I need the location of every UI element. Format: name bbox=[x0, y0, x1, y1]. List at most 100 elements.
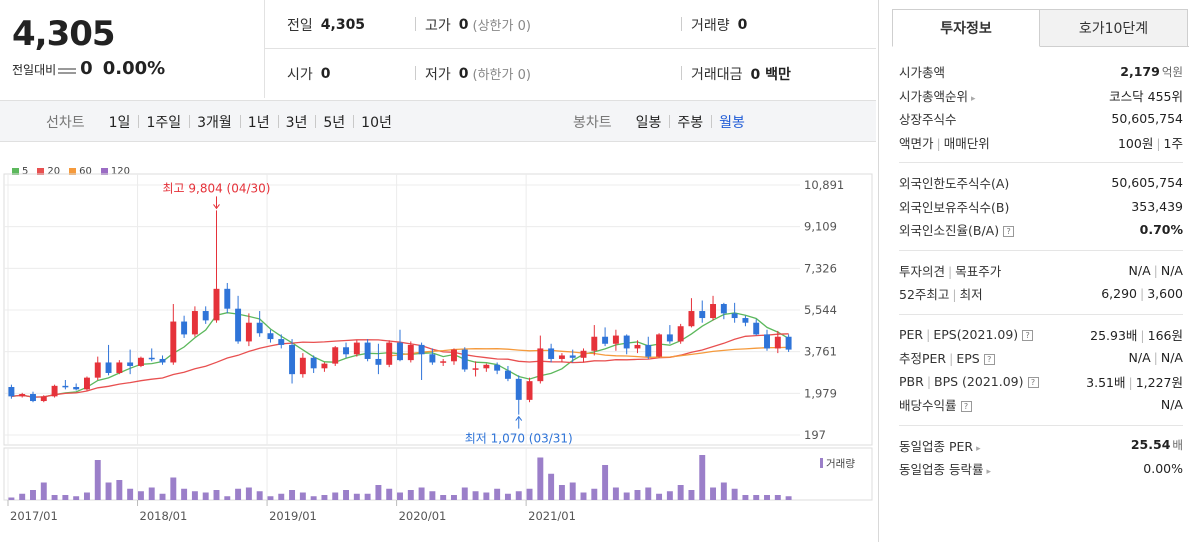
row-value: 3.51배 | 1,227원 bbox=[1086, 372, 1183, 391]
period-1y[interactable]: 1년 bbox=[239, 112, 278, 132]
label-separator: | bbox=[926, 326, 931, 342]
volume-bar bbox=[602, 465, 609, 500]
volume-bar bbox=[677, 485, 684, 500]
row-value-a: 25.93배 bbox=[1090, 327, 1138, 343]
help-icon[interactable]: ? bbox=[1003, 226, 1015, 238]
period-5y[interactable]: 5년 bbox=[315, 112, 353, 132]
help-icon[interactable]: ? bbox=[983, 354, 995, 366]
row-label-a: 액면가 bbox=[899, 135, 934, 151]
tab-order-book[interactable]: 호가10단계 bbox=[1040, 9, 1188, 47]
candle-body bbox=[105, 362, 112, 373]
x-tick-label: 2018/01 bbox=[140, 509, 188, 523]
row-label: PBR | BPS (2021.09)? bbox=[899, 374, 1039, 389]
candle-monthly[interactable]: 월봉 bbox=[711, 112, 753, 132]
volume-bar bbox=[224, 496, 231, 500]
min-price-label: 최저 1,070 (03/31) bbox=[465, 432, 573, 446]
volume-bar bbox=[267, 496, 274, 500]
row-label-text: 외국인보유주식수(B) bbox=[899, 199, 1010, 215]
volume-bar bbox=[461, 487, 468, 500]
row-label-b: 매매단위 bbox=[943, 135, 990, 151]
row-value: N/A | N/A bbox=[1129, 350, 1183, 365]
line-chart-group: 선차트 1일 1주일 3개월 1년 3년 5년 10년 bbox=[46, 101, 400, 143]
row-label: 외국인한도주식수(A) bbox=[899, 173, 1009, 192]
x-tick-label: 2021/01 bbox=[528, 509, 576, 523]
volume-bar bbox=[569, 482, 576, 500]
volume-bar bbox=[148, 487, 155, 500]
group-divider bbox=[899, 162, 1183, 163]
value-separator: | bbox=[1140, 327, 1145, 343]
candle-body bbox=[299, 357, 306, 375]
candle-body bbox=[418, 344, 425, 355]
tab-invest-info[interactable]: 투자정보 bbox=[892, 9, 1040, 47]
volume-bar bbox=[451, 495, 457, 500]
volume-bar bbox=[504, 493, 511, 500]
candle-daily[interactable]: 일봉 bbox=[635, 115, 662, 131]
arrow-right-icon[interactable]: ▸ bbox=[976, 443, 981, 454]
candle-body bbox=[310, 357, 317, 369]
ma-legend: 5 20 60 120 bbox=[12, 166, 130, 177]
row-label: 추정PER | EPS? bbox=[899, 348, 995, 367]
candle-body bbox=[407, 344, 414, 361]
row-value: 353,439 bbox=[1131, 199, 1183, 214]
ma60-line bbox=[389, 346, 789, 358]
row-label: 배당수익률? bbox=[899, 395, 972, 414]
row-label-b: BPS (2021.09) bbox=[934, 373, 1024, 389]
candle-body bbox=[504, 370, 511, 379]
candle-body bbox=[753, 322, 760, 335]
row-value-text: 코스닥 455위 bbox=[1109, 88, 1183, 104]
row-value-a: 6,290 bbox=[1101, 286, 1137, 302]
amount-value: 0 백만 bbox=[750, 66, 791, 83]
volume-bar bbox=[407, 490, 414, 500]
help-icon[interactable]: ? bbox=[960, 401, 972, 413]
period-3m[interactable]: 3개월 bbox=[189, 112, 240, 132]
candle-body bbox=[677, 326, 684, 342]
row-value: 6,290 | 3,600 bbox=[1101, 286, 1183, 301]
period-3y[interactable]: 3년 bbox=[277, 112, 316, 132]
min-arrow-head bbox=[515, 415, 523, 421]
help-icon[interactable]: ? bbox=[1027, 376, 1039, 388]
volume-bar bbox=[364, 493, 371, 500]
max-arrow-head bbox=[213, 204, 220, 210]
current-price: 4,305 bbox=[12, 14, 116, 54]
period-10y[interactable]: 10년 bbox=[353, 112, 400, 132]
row-label-a: PER bbox=[899, 326, 924, 342]
candle-weekly[interactable]: 주봉 bbox=[669, 112, 711, 132]
candle-body bbox=[235, 308, 242, 342]
invest-g2-row: 외국인한도주식수(A) 50,605,754 bbox=[899, 171, 1183, 195]
candle-body bbox=[472, 368, 479, 370]
x-tick-label: 2019/01 bbox=[269, 509, 317, 523]
candle-body bbox=[429, 354, 436, 363]
annotations: 최고 9,804 (04/30) 최저 1,070 (03/31) bbox=[162, 181, 572, 445]
candle-body bbox=[548, 348, 555, 359]
invest-g2-row: 외국인보유주식수(B) 353,439 bbox=[899, 195, 1183, 219]
arrow-right-icon[interactable]: ▸ bbox=[971, 93, 976, 104]
volume-bar bbox=[386, 488, 393, 500]
candle-body bbox=[30, 394, 36, 402]
candle-body bbox=[742, 318, 749, 323]
arrow-right-icon[interactable]: ▸ bbox=[986, 467, 992, 478]
label-separator: | bbox=[936, 135, 941, 151]
row-label: 시가총액순위 ▸ bbox=[899, 86, 976, 105]
help-icon[interactable]: ? bbox=[1022, 329, 1034, 341]
row-value-text: N/A bbox=[1160, 397, 1183, 413]
volume-bar bbox=[612, 487, 619, 500]
volume-bar bbox=[40, 482, 47, 500]
volume-bar bbox=[116, 480, 123, 500]
period-1w[interactable]: 1주일 bbox=[138, 112, 189, 132]
volume-bar bbox=[526, 488, 533, 500]
row-value: 25.93배 | 166원 bbox=[1090, 325, 1183, 344]
volume-bar bbox=[83, 492, 90, 500]
invest-g5-row: 동일업종 등락률 ▸ 0.00% bbox=[899, 457, 1183, 481]
volume-bar bbox=[8, 497, 15, 500]
y-tick-label: 7,326 bbox=[804, 261, 837, 275]
y-tick-label: 197 bbox=[804, 428, 826, 442]
volume-bar bbox=[764, 495, 770, 500]
invest-g3-row: 투자의견 | 목표주가 N/A | N/A bbox=[899, 259, 1183, 283]
candle-body bbox=[40, 396, 47, 402]
volume-bar bbox=[245, 487, 252, 500]
row-label-text: 동일업종 등락률 bbox=[899, 462, 984, 478]
label-separator: | bbox=[926, 373, 932, 389]
period-1d[interactable]: 1일 bbox=[108, 115, 131, 131]
volume-bar bbox=[688, 490, 695, 500]
quote-grid: 전일 4,305 고가 0 (상한가 0) 거래량 0 시가 0 저가 0 (하… bbox=[265, 0, 876, 98]
